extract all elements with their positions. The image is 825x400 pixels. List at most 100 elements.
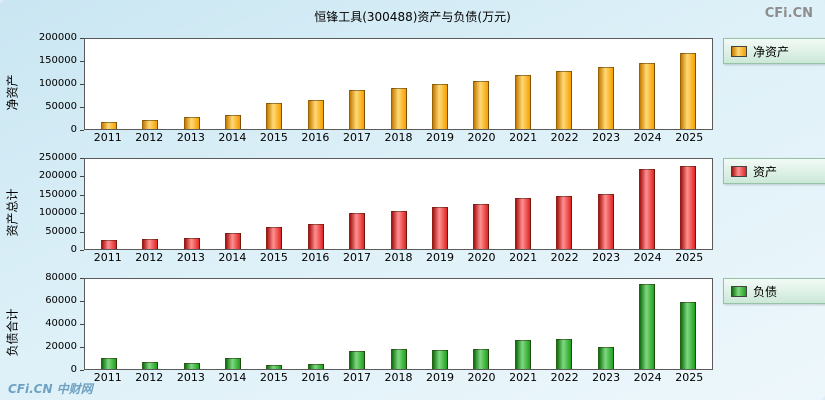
x-tick-label: 2011 bbox=[93, 131, 122, 144]
bar bbox=[349, 89, 366, 129]
x-tick-label: 2022 bbox=[550, 251, 579, 264]
y-tick-label: 20000 bbox=[45, 341, 84, 352]
x-tick-label: 2013 bbox=[176, 371, 205, 384]
bar bbox=[431, 206, 448, 249]
y-tick-label: 0 bbox=[70, 244, 85, 255]
bar bbox=[473, 204, 490, 249]
y-tick-label: 100000 bbox=[38, 207, 85, 219]
bar bbox=[100, 357, 117, 369]
x-tick-label: 2011 bbox=[93, 371, 122, 384]
watermark-cfi-top: CFi.CN bbox=[764, 6, 813, 21]
x-tick-label: 2025 bbox=[675, 131, 704, 144]
bar-cell bbox=[88, 279, 129, 369]
bar-cell bbox=[171, 279, 212, 369]
y-tick-label: 0 bbox=[70, 124, 85, 135]
bar bbox=[100, 121, 117, 129]
plot-area bbox=[84, 38, 713, 130]
bars bbox=[85, 279, 712, 369]
x-tick-label: 2025 bbox=[675, 371, 704, 384]
bar bbox=[556, 70, 573, 129]
legend-swatch bbox=[731, 165, 747, 177]
bar-cell bbox=[626, 39, 667, 129]
bar-cell bbox=[336, 279, 377, 369]
x-tick-label: 2016 bbox=[301, 131, 330, 144]
x-tick-label: 2025 bbox=[675, 251, 704, 264]
bar-cell bbox=[543, 279, 584, 369]
x-tick-label: 2016 bbox=[301, 251, 330, 264]
bar-cell bbox=[254, 279, 295, 369]
y-tick-label: 50000 bbox=[45, 225, 84, 237]
legend-box: 净资产 bbox=[723, 38, 825, 64]
x-tick-label: 2015 bbox=[259, 251, 288, 264]
bar-cell bbox=[419, 39, 460, 129]
y-axis-label-text: 负债合计 bbox=[5, 307, 20, 357]
x-tick-label: 2015 bbox=[259, 131, 288, 144]
bar bbox=[473, 81, 490, 129]
legend-label: 净资产 bbox=[753, 44, 790, 59]
bar-cell bbox=[461, 279, 502, 369]
plot-grid: 0 50000 100000 150000 200000 250000 2011 2012 2… bbox=[24, 153, 713, 266]
bar-cell bbox=[668, 159, 709, 249]
bar-cell bbox=[502, 159, 543, 249]
bar-cell bbox=[171, 159, 212, 249]
x-axis-ticks: 2011 2012 2013 2014 2015 2016 2017 2018 2019 2020… bbox=[84, 130, 713, 146]
y-axis-ticks: 0 50000 100000 150000 200000 bbox=[24, 33, 85, 135]
bar-cell bbox=[295, 159, 336, 249]
bar-cell bbox=[295, 279, 336, 369]
x-tick-label: 2023 bbox=[592, 131, 621, 144]
legend-label: 资产 bbox=[753, 164, 778, 179]
bar bbox=[431, 83, 448, 129]
x-tick-label: 2012 bbox=[135, 371, 164, 384]
y-axis-label: 负债合计 bbox=[0, 278, 24, 386]
x-tick-label: 2019 bbox=[426, 371, 455, 384]
bar bbox=[224, 357, 241, 369]
bar bbox=[266, 227, 283, 249]
bar bbox=[183, 362, 200, 369]
x-tick-label: 2019 bbox=[426, 251, 455, 264]
legend-column: 负债 bbox=[713, 278, 825, 386]
bar-cell bbox=[543, 39, 584, 129]
y-axis-label: 资产总计 bbox=[0, 158, 24, 266]
y-tick-label: 150000 bbox=[38, 55, 85, 66]
bar-cell bbox=[336, 159, 377, 249]
y-tick-label: 0 bbox=[70, 364, 85, 375]
y-axis-label: 净资产 bbox=[0, 38, 24, 146]
bar bbox=[597, 193, 614, 249]
bar bbox=[183, 116, 200, 129]
bar bbox=[390, 210, 407, 249]
y-axis-label-text: 净资产 bbox=[5, 73, 20, 111]
y-axis-ticks: 0 50000 100000 150000 200000 250000 bbox=[24, 153, 85, 255]
bar bbox=[390, 87, 407, 129]
x-tick-label: 2013 bbox=[176, 251, 205, 264]
bar bbox=[680, 301, 697, 369]
x-tick-label: 2024 bbox=[633, 251, 662, 264]
bar bbox=[142, 238, 159, 249]
x-tick-label: 2021 bbox=[509, 371, 538, 384]
legend-column: 净资产 bbox=[713, 38, 825, 146]
bar bbox=[307, 363, 324, 369]
y-tick-label: 100000 bbox=[38, 78, 85, 89]
total-liabilities-chart: 负债合计 0 20000 40000 60000 80000 2011 2012 2013 2… bbox=[0, 273, 825, 386]
bar bbox=[473, 348, 490, 369]
bar-cell bbox=[626, 279, 667, 369]
plot-grid: 0 20000 40000 60000 80000 2011 2012 2013 2014 20… bbox=[24, 273, 713, 386]
bar-cell bbox=[336, 39, 377, 129]
bar bbox=[556, 339, 573, 369]
x-tick-label: 2024 bbox=[633, 371, 662, 384]
bar bbox=[431, 350, 448, 369]
x-tick-label: 2017 bbox=[342, 371, 371, 384]
bar-cell bbox=[461, 159, 502, 249]
legend-label: 负债 bbox=[753, 284, 778, 299]
bar bbox=[307, 100, 324, 129]
bar-cell bbox=[668, 39, 709, 129]
x-tick-label: 2018 bbox=[384, 251, 413, 264]
bar-cell bbox=[419, 279, 460, 369]
bar bbox=[100, 240, 117, 249]
x-tick-label: 2012 bbox=[135, 251, 164, 264]
bar bbox=[638, 63, 655, 129]
y-tick-label: 80000 bbox=[45, 272, 84, 283]
x-tick-label: 2020 bbox=[467, 371, 496, 384]
x-tick-label: 2024 bbox=[633, 131, 662, 144]
x-tick-label: 2022 bbox=[550, 371, 579, 384]
y-axis-label-text: 资产总计 bbox=[5, 187, 20, 237]
